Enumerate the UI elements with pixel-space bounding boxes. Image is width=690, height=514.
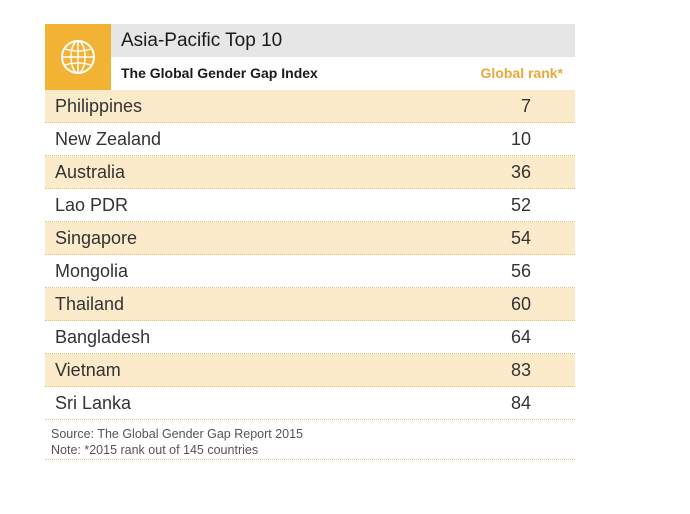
globe-badge bbox=[45, 24, 111, 90]
table-footer: Source: The Global Gender Gap Report 201… bbox=[45, 420, 575, 460]
table-row: Australia 36 bbox=[45, 156, 575, 189]
country-name: Mongolia bbox=[55, 261, 129, 281]
global-rank-value: 7 bbox=[520, 96, 531, 116]
ranking-table: Asia-Pacific Top 10 The Global Gender Ga… bbox=[45, 24, 575, 460]
country-name: Bangladesh bbox=[55, 327, 151, 347]
country-name: New Zealand bbox=[55, 129, 162, 149]
table-row: Sri Lanka 84 bbox=[45, 387, 575, 420]
table-subtitle: The Global Gender Gap Index bbox=[121, 65, 318, 81]
global-rank-value: 36 bbox=[510, 162, 531, 182]
global-rank-value: 83 bbox=[510, 360, 531, 380]
rank-note: Note: *2015 rank out of 145 countries bbox=[51, 443, 259, 457]
country-name: Singapore bbox=[55, 228, 138, 248]
table-row: Philippines 7 bbox=[45, 90, 575, 123]
table-header: Asia-Pacific Top 10 The Global Gender Ga… bbox=[45, 24, 575, 90]
table-row: Vietnam 83 bbox=[45, 354, 575, 387]
global-rank-value: 84 bbox=[510, 393, 531, 413]
global-rank-value: 10 bbox=[510, 129, 531, 149]
global-rank-value: 56 bbox=[510, 261, 531, 281]
country-name: Sri Lanka bbox=[55, 393, 132, 413]
subtitle-bar: The Global Gender Gap Index Global rank* bbox=[111, 57, 575, 90]
table-row: New Zealand 10 bbox=[45, 123, 575, 156]
source-note: Source: The Global Gender Gap Report 201… bbox=[51, 427, 304, 441]
global-rank-value: 52 bbox=[510, 195, 531, 215]
globe-icon bbox=[61, 40, 95, 74]
country-name: Australia bbox=[55, 162, 126, 182]
country-name: Thailand bbox=[55, 294, 125, 314]
country-name: Vietnam bbox=[55, 360, 121, 380]
country-name: Philippines bbox=[55, 96, 143, 116]
title-bar: Asia-Pacific Top 10 bbox=[111, 24, 575, 57]
global-rank-value: 60 bbox=[510, 294, 531, 314]
column-header-rank: Global rank* bbox=[480, 65, 563, 81]
table-title: Asia-Pacific Top 10 bbox=[121, 30, 283, 51]
global-rank-value: 54 bbox=[510, 228, 531, 248]
table-row: Thailand 60 bbox=[45, 288, 575, 321]
table-row: Mongolia 56 bbox=[45, 255, 575, 288]
global-rank-value: 64 bbox=[510, 327, 531, 347]
table-row: Lao PDR 52 bbox=[45, 189, 575, 222]
table-row: Bangladesh 64 bbox=[45, 321, 575, 354]
table-body: Philippines 7 New Zealand 10 Australia 36 Lao … bbox=[45, 90, 575, 420]
table-row: Singapore 54 bbox=[45, 222, 575, 255]
country-name: Lao PDR bbox=[55, 195, 129, 215]
